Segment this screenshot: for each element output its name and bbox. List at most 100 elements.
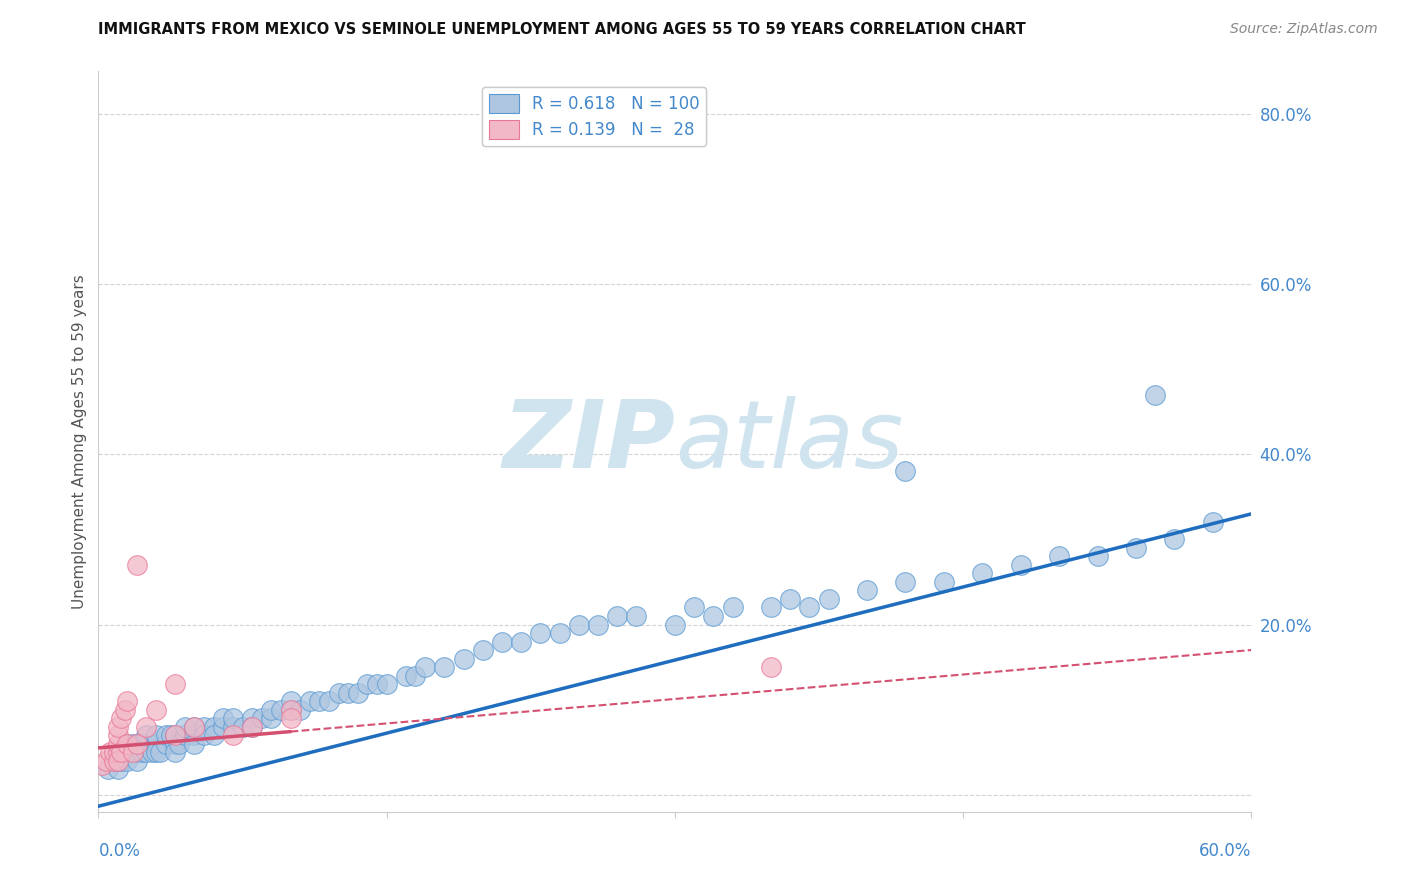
Point: [125, 558, 148, 572]
Point: [240, 720, 263, 734]
Point: [240, 711, 263, 725]
Point: [280, 703, 302, 717]
Point: [413, 660, 436, 674]
Point: [328, 685, 350, 699]
Point: [110, 745, 132, 759]
Point: [856, 583, 879, 598]
Point: [779, 591, 801, 606]
Point: [664, 617, 686, 632]
Point: [107, 720, 129, 734]
Point: [167, 737, 190, 751]
Point: [155, 737, 177, 751]
Point: [759, 600, 782, 615]
Point: [183, 728, 205, 742]
Point: [135, 720, 157, 734]
Point: [110, 745, 132, 759]
Point: [375, 677, 398, 691]
Point: [308, 694, 330, 708]
Point: [1047, 549, 1070, 564]
Point: [117, 694, 138, 708]
Text: Source: ZipAtlas.com: Source: ZipAtlas.com: [1230, 22, 1378, 37]
Point: [91, 758, 114, 772]
Point: [894, 574, 917, 589]
Point: [129, 745, 152, 759]
Point: [97, 762, 120, 776]
Point: [702, 609, 724, 624]
Point: [1163, 533, 1185, 547]
Text: ZIP: ZIP: [502, 395, 675, 488]
Point: [107, 754, 129, 768]
Point: [155, 728, 177, 742]
Point: [117, 737, 138, 751]
Point: [1202, 516, 1225, 530]
Point: [183, 720, 205, 734]
Point: [972, 566, 994, 581]
Point: [107, 745, 129, 759]
Point: [337, 685, 360, 699]
Point: [471, 643, 494, 657]
Point: [135, 728, 157, 742]
Point: [366, 677, 388, 691]
Point: [122, 737, 145, 751]
Point: [193, 720, 215, 734]
Point: [174, 728, 197, 742]
Point: [568, 617, 591, 632]
Point: [280, 711, 302, 725]
Point: [125, 754, 148, 768]
Point: [290, 703, 312, 717]
Point: [529, 626, 551, 640]
Point: [117, 745, 138, 759]
Text: IMMIGRANTS FROM MEXICO VS SEMINOLE UNEMPLOYMENT AMONG AGES 55 TO 59 YEARS CORREL: IMMIGRANTS FROM MEXICO VS SEMINOLE UNEMP…: [98, 22, 1026, 37]
Point: [107, 754, 129, 768]
Point: [202, 728, 225, 742]
Point: [110, 711, 132, 725]
Point: [165, 737, 187, 751]
Point: [433, 660, 456, 674]
Point: [212, 720, 235, 734]
Point: [932, 574, 955, 589]
Text: 60.0%: 60.0%: [1199, 842, 1251, 860]
Point: [721, 600, 744, 615]
Point: [110, 754, 132, 768]
Point: [1010, 558, 1032, 572]
Point: [122, 745, 145, 759]
Point: [141, 745, 163, 759]
Point: [122, 745, 145, 759]
Point: [222, 728, 245, 742]
Point: [346, 685, 368, 699]
Point: [125, 737, 148, 751]
Point: [135, 737, 157, 751]
Point: [165, 745, 187, 759]
Text: atlas: atlas: [675, 396, 903, 487]
Point: [1144, 388, 1167, 402]
Point: [165, 728, 187, 742]
Point: [129, 737, 152, 751]
Point: [145, 737, 167, 751]
Point: [260, 711, 283, 725]
Y-axis label: Unemployment Among Ages 55 to 59 years: Unemployment Among Ages 55 to 59 years: [72, 274, 87, 609]
Point: [125, 745, 148, 759]
Point: [586, 617, 609, 632]
Point: [103, 745, 125, 759]
Point: [98, 745, 121, 759]
Point: [107, 737, 129, 751]
Point: [231, 720, 254, 734]
Point: [160, 728, 183, 742]
Point: [183, 720, 205, 734]
Point: [193, 728, 215, 742]
Point: [260, 703, 283, 717]
Point: [250, 711, 273, 725]
Point: [318, 694, 340, 708]
Point: [135, 745, 157, 759]
Point: [683, 600, 706, 615]
Point: [103, 754, 125, 768]
Point: [491, 634, 513, 648]
Point: [817, 591, 839, 606]
Point: [114, 703, 136, 717]
Point: [117, 754, 138, 768]
Point: [356, 677, 378, 691]
Point: [107, 745, 129, 759]
Point: [107, 745, 129, 759]
Point: [894, 464, 917, 478]
Point: [149, 745, 172, 759]
